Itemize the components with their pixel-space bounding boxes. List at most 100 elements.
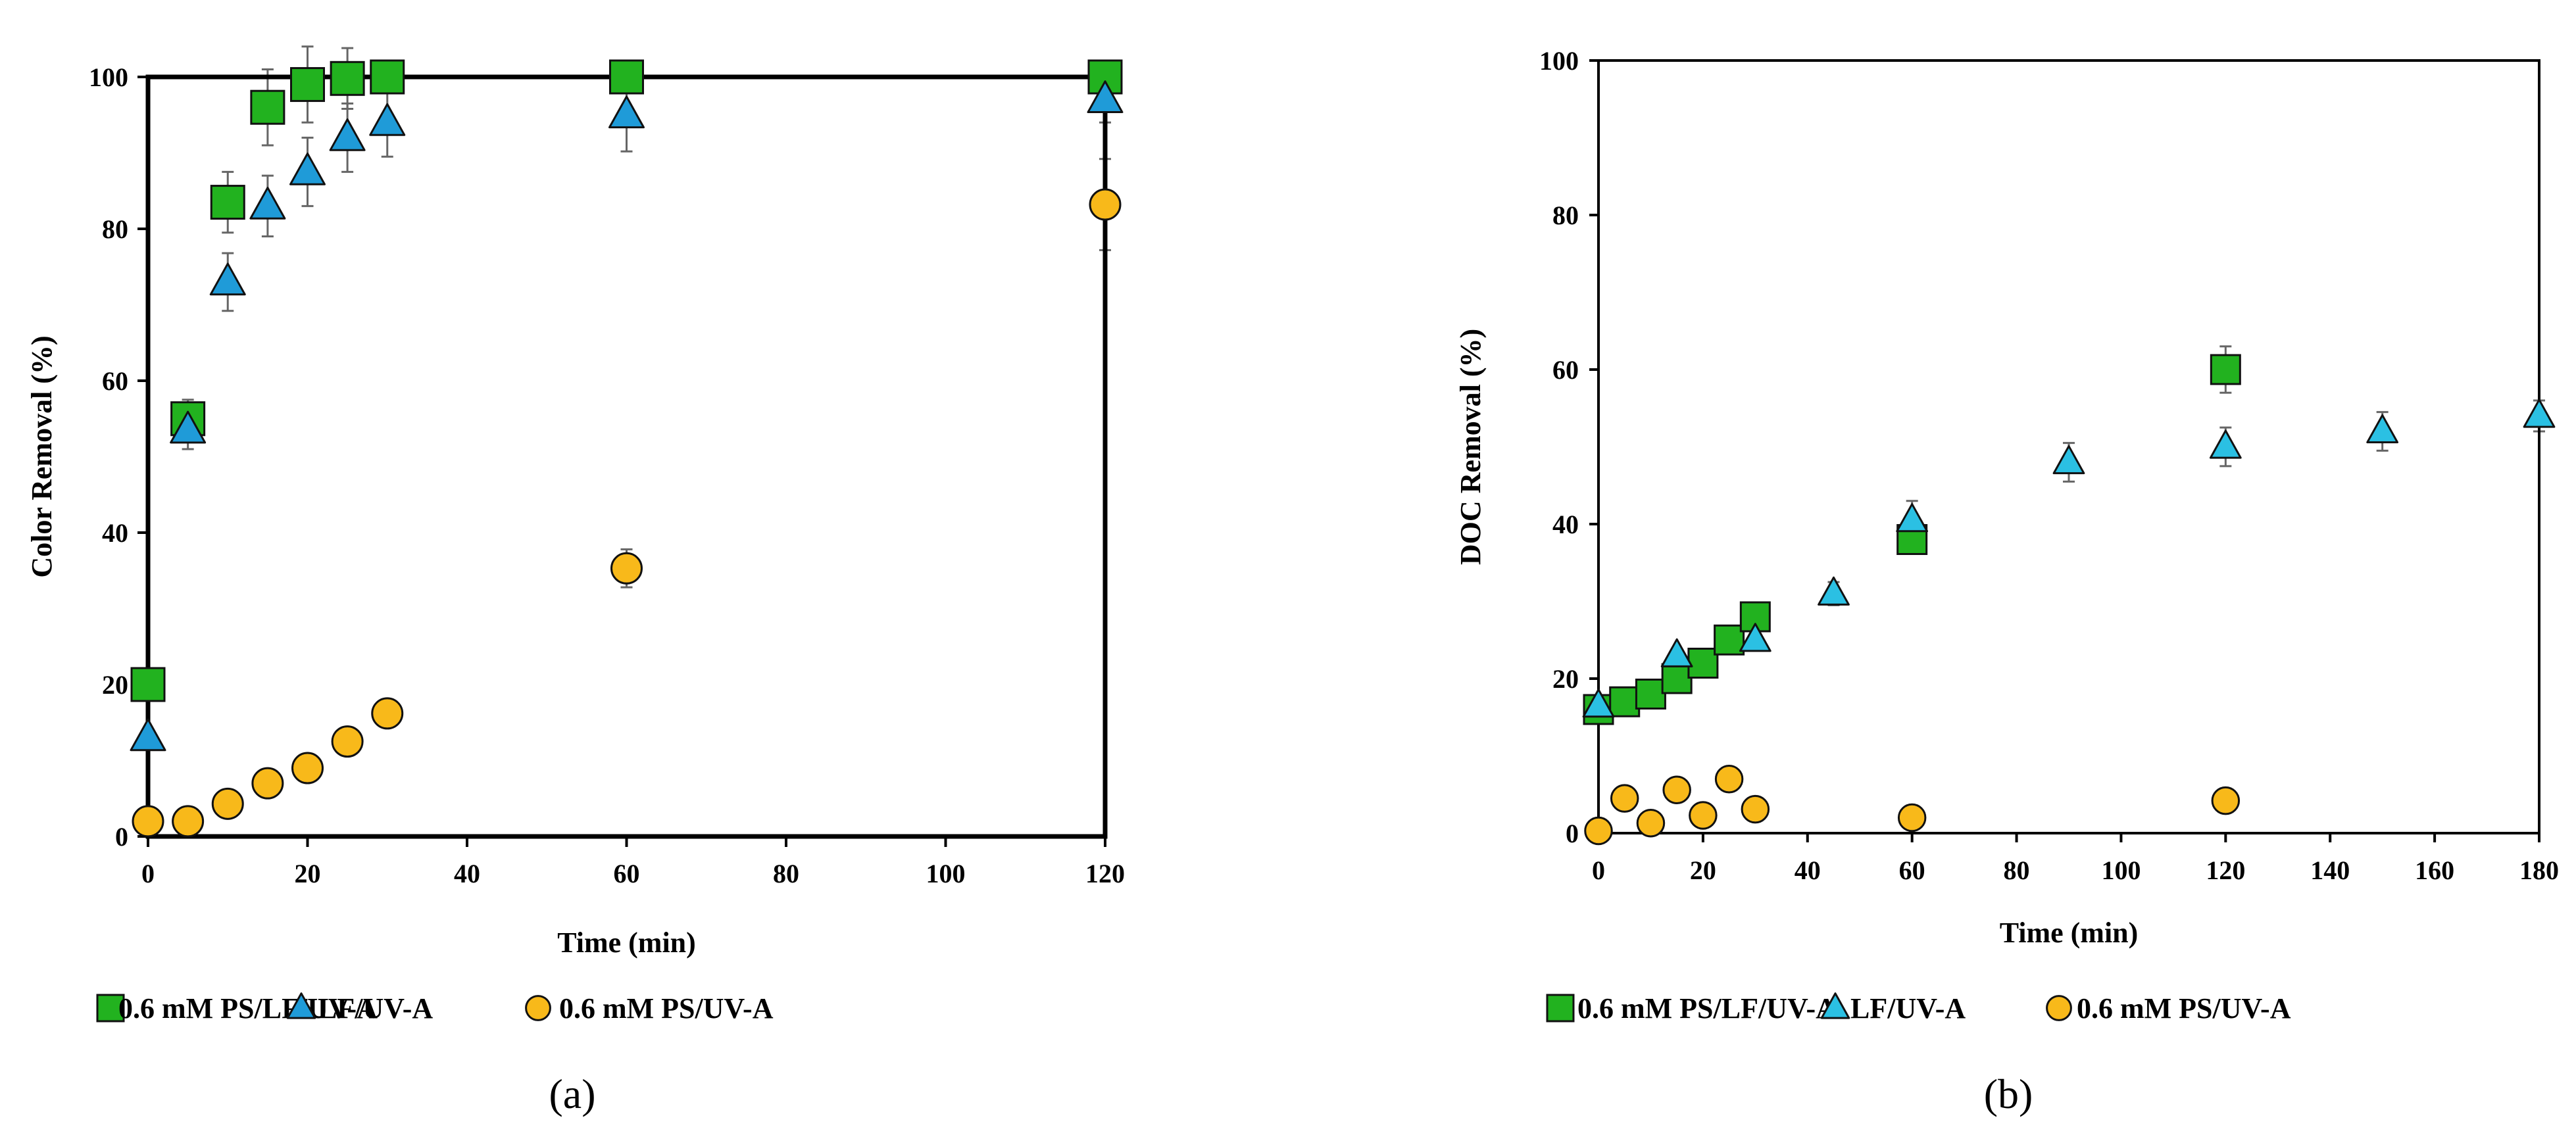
- chart-a-errorbars: [182, 45, 1111, 589]
- chart-b-ticks: 0 20 40 60 80 100 120 140 160 180 0 20 40 60 80 100: [1539, 46, 2559, 885]
- chart-b-points: [1582, 354, 2556, 846]
- legend-square-icon: [96, 994, 125, 1023]
- y-tick-label: 20: [1552, 664, 1579, 694]
- y-tick-label: 100: [1539, 46, 1579, 76]
- square-data-point: [330, 60, 365, 96]
- triangle-data-point: [249, 186, 286, 220]
- square-data-point: [130, 667, 166, 702]
- legend-label: 0.6 mM PS/UV-A: [2077, 992, 2291, 1025]
- x-tick-label: 20: [295, 859, 321, 888]
- circle-data-point: [331, 725, 364, 758]
- circle-data-point: [1714, 765, 1744, 794]
- triangle-data-point: [1582, 688, 1615, 718]
- x-tick-label: 60: [1899, 856, 1925, 885]
- chart-a: 0 20 40 60 80 100 120 0 20 40 60 80 100 Time (min) C…: [26, 45, 1125, 1117]
- square-data-point: [1687, 648, 1719, 679]
- x-tick-label: 180: [2519, 856, 2559, 885]
- triangle-data-point: [1896, 503, 1929, 533]
- triangle-data-point: [1087, 80, 1124, 114]
- chart-b: 0 20 40 60 80 100 120 140 160 180 0 20 40 60 80 100 Tim…: [1454, 46, 2559, 1117]
- circle-data-point: [1636, 808, 1666, 838]
- x-tick-label: 80: [2004, 856, 2030, 885]
- x-tick-label: 100: [2101, 856, 2141, 885]
- chart-b-plot-frame: [1597, 59, 2540, 834]
- chart-a-y-axis-label: Color Removal (%): [26, 335, 58, 577]
- triangle-data-point: [2366, 414, 2399, 444]
- chart-a-legend: 0.6 mM PS/LF/UV-ALF/UV-A 0.6 mM PS/UV-A: [96, 992, 774, 1025]
- x-tick-label: 40: [454, 859, 480, 888]
- x-tick-label: 20: [1690, 856, 1716, 885]
- triangle-data-point: [1739, 623, 1771, 652]
- triangle-data-point: [369, 103, 406, 136]
- triangle-data-point: [1660, 638, 1693, 667]
- triangle-data-point: [130, 718, 166, 752]
- chart-a-panel-label: (a): [549, 1071, 595, 1117]
- square-data-point: [1609, 686, 1641, 717]
- x-tick-label: 120: [2206, 856, 2245, 885]
- x-tick-label: 60: [614, 859, 640, 888]
- circle-data-point: [251, 767, 284, 800]
- triangle-data-point: [1818, 576, 1850, 606]
- circle-data-point: [172, 805, 205, 838]
- circle-data-point: [2211, 786, 2241, 815]
- circle-data-point: [1662, 775, 1691, 804]
- square-data-point: [210, 185, 245, 220]
- triangle-data-point: [608, 95, 645, 129]
- circle-data-point: [211, 787, 244, 820]
- square-data-point: [1714, 624, 1745, 656]
- square-data-point: [1661, 663, 1693, 694]
- x-tick-label: 140: [2310, 856, 2350, 885]
- triangle-data-point: [329, 118, 366, 151]
- legend-label: 0.6 mM PS/LF/UV-A: [1577, 992, 1837, 1025]
- circle-data-point: [610, 552, 643, 585]
- legend-label: 0.6 mM PS/LF/UV-A: [118, 992, 378, 1025]
- circle-data-point: [1741, 794, 1770, 824]
- x-tick-label: 80: [773, 859, 799, 888]
- y-tick-label: 0: [1566, 819, 1579, 848]
- legend-triangle-icon: [1820, 992, 1850, 1019]
- circle-data-point: [1689, 801, 1718, 830]
- circle-data-point: [1584, 816, 1613, 846]
- chart-b-y-axis-label: DOC Removal (%): [1454, 329, 1487, 565]
- legend-square-icon: [1546, 994, 1575, 1023]
- circle-data-point: [1897, 803, 1927, 832]
- chart-b-errorbars: [1827, 345, 2545, 606]
- circle-data-point: [1089, 188, 1122, 221]
- chart-b-x-axis-label: Time (min): [2000, 917, 2139, 949]
- x-tick-label: 0: [1592, 856, 1605, 885]
- x-tick-label: 40: [1795, 856, 1821, 885]
- circle-data-point: [132, 805, 164, 838]
- legend-triangle-icon: [286, 992, 316, 1019]
- triangle-data-point: [2052, 445, 2085, 475]
- y-tick-label: 60: [102, 366, 128, 396]
- legend-circle-icon: [2046, 995, 2072, 1021]
- square-data-point: [290, 67, 325, 103]
- y-tick-label: 80: [1552, 201, 1579, 230]
- square-data-point: [1635, 679, 1666, 710]
- y-tick-label: 40: [102, 518, 128, 548]
- triangle-data-point: [289, 152, 326, 185]
- chart-b-legend: 0.6 mM PS/LF/UV-A LF/UV-A 0.6 mM PS/UV-A: [1546, 992, 2291, 1025]
- y-tick-label: 20: [102, 670, 128, 700]
- square-data-point: [250, 89, 285, 125]
- square-data-point: [2210, 354, 2241, 385]
- triangle-data-point: [209, 262, 246, 296]
- triangle-data-point: [2523, 398, 2556, 428]
- x-tick-label: 160: [2415, 856, 2454, 885]
- x-tick-label: 100: [926, 859, 966, 888]
- y-tick-label: 40: [1552, 510, 1579, 539]
- circle-data-point: [1610, 784, 1639, 813]
- x-tick-label: 120: [1085, 859, 1125, 888]
- legend-label: 0.6 mM PS/UV-A: [559, 992, 774, 1025]
- square-data-point: [370, 59, 405, 95]
- chart-b-panel-label: (b): [1984, 1071, 2033, 1117]
- triangle-data-point: [2209, 429, 2242, 459]
- circle-data-point: [371, 697, 404, 730]
- chart-a-x-axis-label: Time (min): [557, 927, 696, 959]
- legend-label: LF/UV-A: [318, 992, 433, 1025]
- y-tick-label: 80: [102, 214, 128, 244]
- circle-data-point: [291, 752, 324, 784]
- triangle-data-point: [170, 410, 207, 444]
- y-tick-label: 0: [115, 822, 128, 852]
